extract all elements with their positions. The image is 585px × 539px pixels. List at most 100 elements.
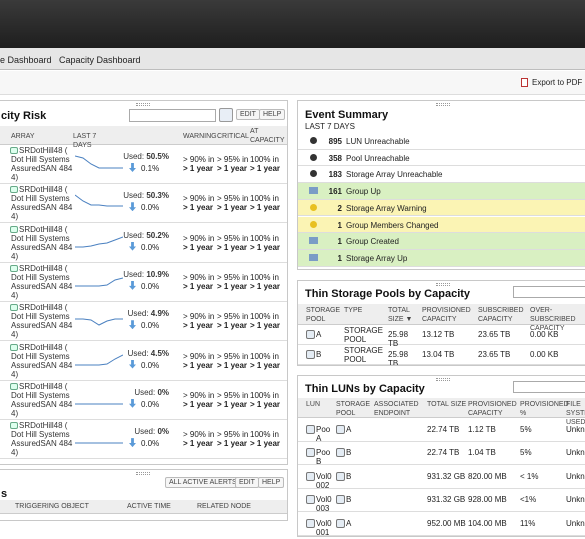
nav-bar <box>0 48 585 70</box>
used-value: 50.2% <box>146 230 169 240</box>
cell: 22.74 TB <box>427 424 460 434</box>
critical: > 95% in <box>217 312 249 322</box>
export-pdf[interactable]: Export to PDF <box>532 78 583 87</box>
change: 0.0% <box>141 439 160 449</box>
event-row[interactable]: 161 Group Up <box>298 183 585 200</box>
panel-button[interactable]: HELP <box>258 477 285 488</box>
object-icon <box>306 471 315 481</box>
panel-subtitle: LAST 7 DAYS <box>305 122 355 131</box>
cell: 931.32 GB <box>427 495 466 505</box>
array-name[interactable]: SRDotHill48 ( <box>19 421 68 431</box>
array-name[interactable]: SRDotHill48 ( <box>19 342 68 352</box>
event-row[interactable]: 895 LUN Unreachable <box>298 133 585 150</box>
warning: > 1 year <box>183 164 214 173</box>
event-row[interactable]: 1 Storage Array Up <box>298 249 585 267</box>
capacity: > 1 year <box>250 321 281 331</box>
array-name[interactable]: SRDotHill48 ( <box>19 381 68 391</box>
capacity: > 1 year <box>250 164 281 173</box>
used-label: Used: <box>127 309 151 319</box>
used-label: Used: <box>123 191 147 201</box>
cell: 1.04 TB <box>468 448 496 458</box>
event-row[interactable]: 358 Pool Unreachable <box>298 149 585 167</box>
critical: > 1 year <box>217 399 248 409</box>
search-box[interactable] <box>513 286 585 298</box>
panel-button[interactable]: HELP <box>259 109 286 120</box>
array-name[interactable]: SRDotHill48 ( <box>19 224 68 234</box>
event-count: 1 <box>337 253 342 263</box>
used: Used: 50.3% <box>123 191 169 200</box>
column-header: PROVISIONED CAPACITY <box>468 401 517 417</box>
capacity: 100% in <box>250 272 279 282</box>
array-name[interactable]: SRDotHill48 ( <box>19 185 68 195</box>
events-panel: Event Summary LAST 7 DAYS 895 LUN Unreachab… <box>297 100 585 270</box>
panel-button[interactable]: ALL ACTIVE ALERTS <box>165 477 241 488</box>
panel-button[interactable]: EDIT <box>236 109 260 120</box>
cell: 11% <box>520 518 536 528</box>
warning: > 90% in <box>183 155 215 164</box>
event-row[interactable]: 183 Storage Array Unreachable <box>298 166 585 184</box>
warning: > 90% in <box>183 351 215 361</box>
object-icon <box>306 424 315 434</box>
critical: > 1 year <box>217 164 248 173</box>
column-header: PROVISIONED % <box>520 401 569 417</box>
sparkline <box>75 155 123 169</box>
object-icon <box>306 495 315 505</box>
capacity: > 1 year <box>250 203 281 213</box>
cell: 820.00 MB <box>468 471 507 481</box>
table-header: STORAGE POOL TYPE TOTAL SIZE ▼ PROVISIONED … <box>298 304 585 332</box>
array-name[interactable]: SRDotHill48 ( <box>19 263 68 273</box>
sparkline <box>75 277 123 287</box>
array-name[interactable]: SRDotHill48 ( <box>19 303 68 313</box>
used-value: 0% <box>157 387 169 397</box>
sparkline <box>75 236 123 248</box>
array-name: 4) <box>11 330 19 340</box>
used-label: Used: <box>123 152 147 161</box>
array-icon <box>10 343 18 351</box>
cell: 928.00 MB <box>468 495 507 505</box>
array-icon <box>10 264 18 272</box>
cell: 0.00 KB <box>530 330 559 339</box>
risk-row: SRDotHill48 (Dot Hill Systems AssuredSAN … <box>0 420 287 460</box>
nav-tab[interactable]: e Dashboard <box>0 55 52 65</box>
event-label: Storage Array Warning <box>346 203 427 213</box>
array-name[interactable]: SRDotHill48 ( <box>19 146 68 155</box>
array-name: 4) <box>11 290 19 300</box>
panel-button[interactable]: EDIT <box>235 477 259 488</box>
sparkline <box>75 194 123 207</box>
sparkline <box>75 403 123 405</box>
capacity: 100% in <box>250 194 279 204</box>
cell: Unkno <box>566 471 585 481</box>
event-label: Pool Unreachable <box>346 153 410 163</box>
cell: Vol0 002 <box>316 471 332 490</box>
search-button[interactable] <box>219 108 233 122</box>
array-name: Dot Hill Systems <box>11 155 70 164</box>
capacity: > 1 year <box>250 399 281 409</box>
event-row[interactable]: 1 Group Created <box>298 233 585 250</box>
search-box[interactable] <box>513 381 585 393</box>
array-icon <box>10 382 18 390</box>
array-name: Dot Hill Systems <box>11 272 70 282</box>
warning: > 1 year <box>183 399 214 409</box>
column-header: TOTAL SIZE <box>427 401 467 408</box>
critical: > 1 year <box>217 203 248 213</box>
search-box[interactable] <box>129 109 216 122</box>
event-icon <box>310 203 317 211</box>
cell: Vol0 001 <box>316 518 332 537</box>
event-row[interactable]: 1 Group Members Changed <box>298 216 585 234</box>
event-count: 161 <box>328 187 342 197</box>
cell: B <box>346 448 352 458</box>
cell: 952.00 MB <box>427 518 466 528</box>
array-name: 4) <box>11 369 19 379</box>
array-name: Dot Hill Systems <box>11 390 70 400</box>
warning: > 1 year <box>183 439 214 449</box>
cell: 23.65 TB <box>478 350 511 359</box>
warning: > 90% in <box>183 194 215 204</box>
object-icon <box>336 424 345 434</box>
column-header: CRITICAL <box>217 133 249 140</box>
nav-tab[interactable]: Capacity Dashboard <box>59 55 141 65</box>
event-row[interactable]: 2 Storage Array Warning <box>298 199 585 217</box>
event-label: Storage Array Up <box>346 253 408 263</box>
cell: Poo A <box>316 424 331 443</box>
cell: 104.00 MB <box>468 518 507 528</box>
risk-row: SRDotHill48 (Dot Hill Systems AssuredSAN … <box>0 302 287 342</box>
